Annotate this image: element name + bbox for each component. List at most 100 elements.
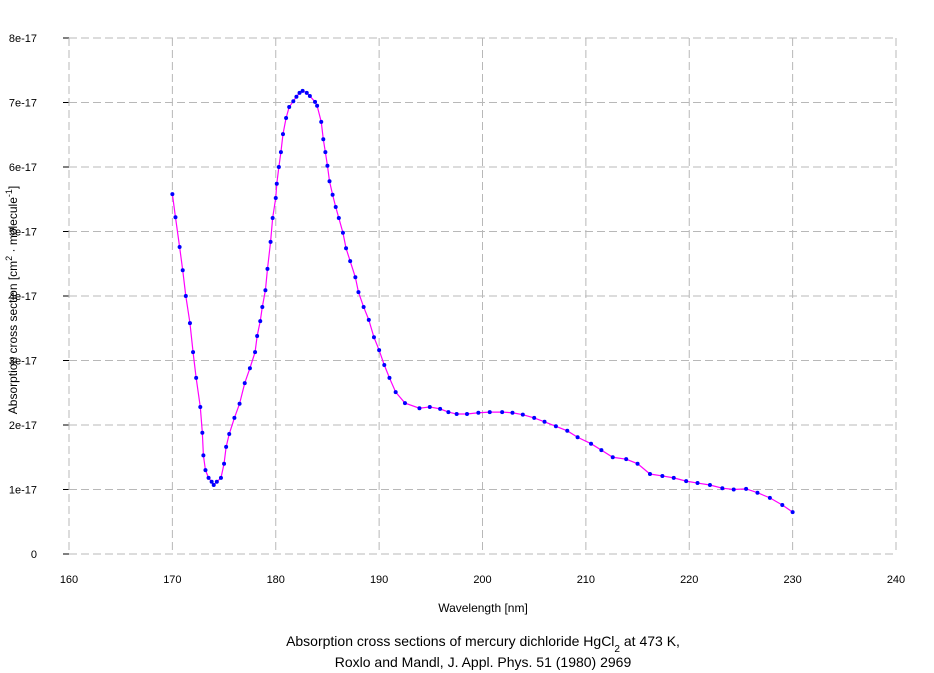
data-point: [565, 428, 570, 433]
data-point: [767, 495, 772, 500]
x-axis-label: Wavelength [nm]: [438, 601, 528, 615]
data-point: [402, 401, 407, 406]
data-point: [268, 239, 273, 244]
data-point: [307, 94, 312, 99]
data-point: [315, 103, 320, 108]
data-point: [707, 482, 712, 487]
data-point: [532, 415, 537, 420]
data-point: [356, 290, 361, 295]
data-point: [366, 317, 371, 322]
title-subscript: 2: [614, 644, 620, 655]
data-point: [377, 348, 382, 353]
data-point: [575, 435, 580, 440]
y-tick-label: 3e-17: [9, 356, 37, 368]
data-point: [553, 424, 558, 429]
data-point: [353, 275, 358, 280]
data-point: [201, 453, 206, 458]
data-point: [319, 119, 324, 124]
data-point: [454, 412, 459, 417]
data-point: [218, 475, 223, 480]
y-tick-label: 1e-17: [9, 485, 37, 497]
data-point: [755, 490, 760, 495]
data-point: [382, 363, 387, 368]
data-point: [255, 333, 260, 338]
data-point: [247, 366, 252, 371]
data-point: [273, 195, 278, 200]
x-tick-label: 230: [783, 574, 801, 586]
data-point: [180, 268, 185, 273]
data-point: [427, 404, 432, 409]
data-point: [599, 448, 604, 453]
data-point: [260, 304, 265, 309]
data-point: [660, 473, 665, 478]
data-point: [183, 294, 188, 298]
data-point: [325, 163, 330, 168]
y-axis-label: Absorption cross section [cm2 · molecule…: [4, 186, 20, 414]
data-point: [624, 457, 629, 462]
x-tick-label: 220: [680, 574, 698, 586]
data-point: [284, 115, 289, 120]
data-point: [297, 90, 302, 95]
data-point: [344, 246, 349, 251]
data-point: [198, 404, 203, 409]
y-label-text: · molecule: [6, 197, 20, 256]
data-point: [263, 288, 268, 293]
data-point: [194, 375, 199, 380]
data-point: [203, 468, 208, 473]
data-point: [780, 502, 785, 507]
data-point: [280, 132, 285, 137]
data-point: [371, 335, 376, 340]
data-point: [170, 192, 175, 197]
data-point: [487, 410, 492, 415]
data-point: [253, 350, 258, 355]
data-point: [417, 406, 422, 411]
data-point: [294, 94, 299, 99]
data-point: [635, 461, 640, 466]
data-point: [647, 472, 652, 477]
data-point: [177, 244, 182, 249]
data-point: [313, 99, 318, 104]
data-point: [671, 475, 676, 480]
data-point: [242, 381, 247, 386]
data-point: [695, 481, 700, 486]
y-label-superscript: -1: [4, 189, 14, 197]
data-point: [323, 150, 328, 155]
y-tick-label: 4e-17: [9, 291, 37, 303]
x-tick-label: 160: [60, 574, 78, 586]
y-tick-label: 6e-17: [9, 162, 37, 174]
data-point: [300, 88, 305, 93]
data-point: [393, 390, 398, 395]
data-point: [336, 215, 341, 220]
data-point: [348, 259, 353, 264]
data-point: [542, 419, 547, 424]
title-text: Absorption cross sections of mercury dic…: [286, 633, 614, 649]
data-point: [214, 479, 219, 484]
data-point: [222, 461, 227, 466]
data-point: [278, 150, 283, 155]
data-point: [790, 510, 795, 515]
chart-title: Absorption cross sections of mercury dic…: [286, 633, 680, 655]
data-point: [438, 406, 443, 411]
data-point: [510, 410, 515, 415]
data-point: [520, 412, 525, 417]
data-point: [206, 475, 211, 480]
data-point: [237, 401, 242, 406]
data-point: [476, 410, 481, 415]
data-point: [387, 375, 392, 380]
data-point: [258, 319, 263, 324]
data-point: [232, 415, 237, 420]
data-point: [209, 479, 214, 484]
x-tick-label: 200: [473, 574, 491, 586]
data-point: [464, 412, 469, 417]
y-label-superscript: 2: [4, 256, 14, 261]
data-point: [191, 350, 196, 355]
x-tick-label: 170: [163, 574, 181, 586]
data-point: [340, 230, 345, 235]
title-text: at 473 K,: [620, 633, 680, 649]
data-point: [731, 487, 736, 492]
data-point: [224, 444, 229, 449]
data-line: [171, 90, 793, 513]
data-point: [720, 486, 725, 491]
